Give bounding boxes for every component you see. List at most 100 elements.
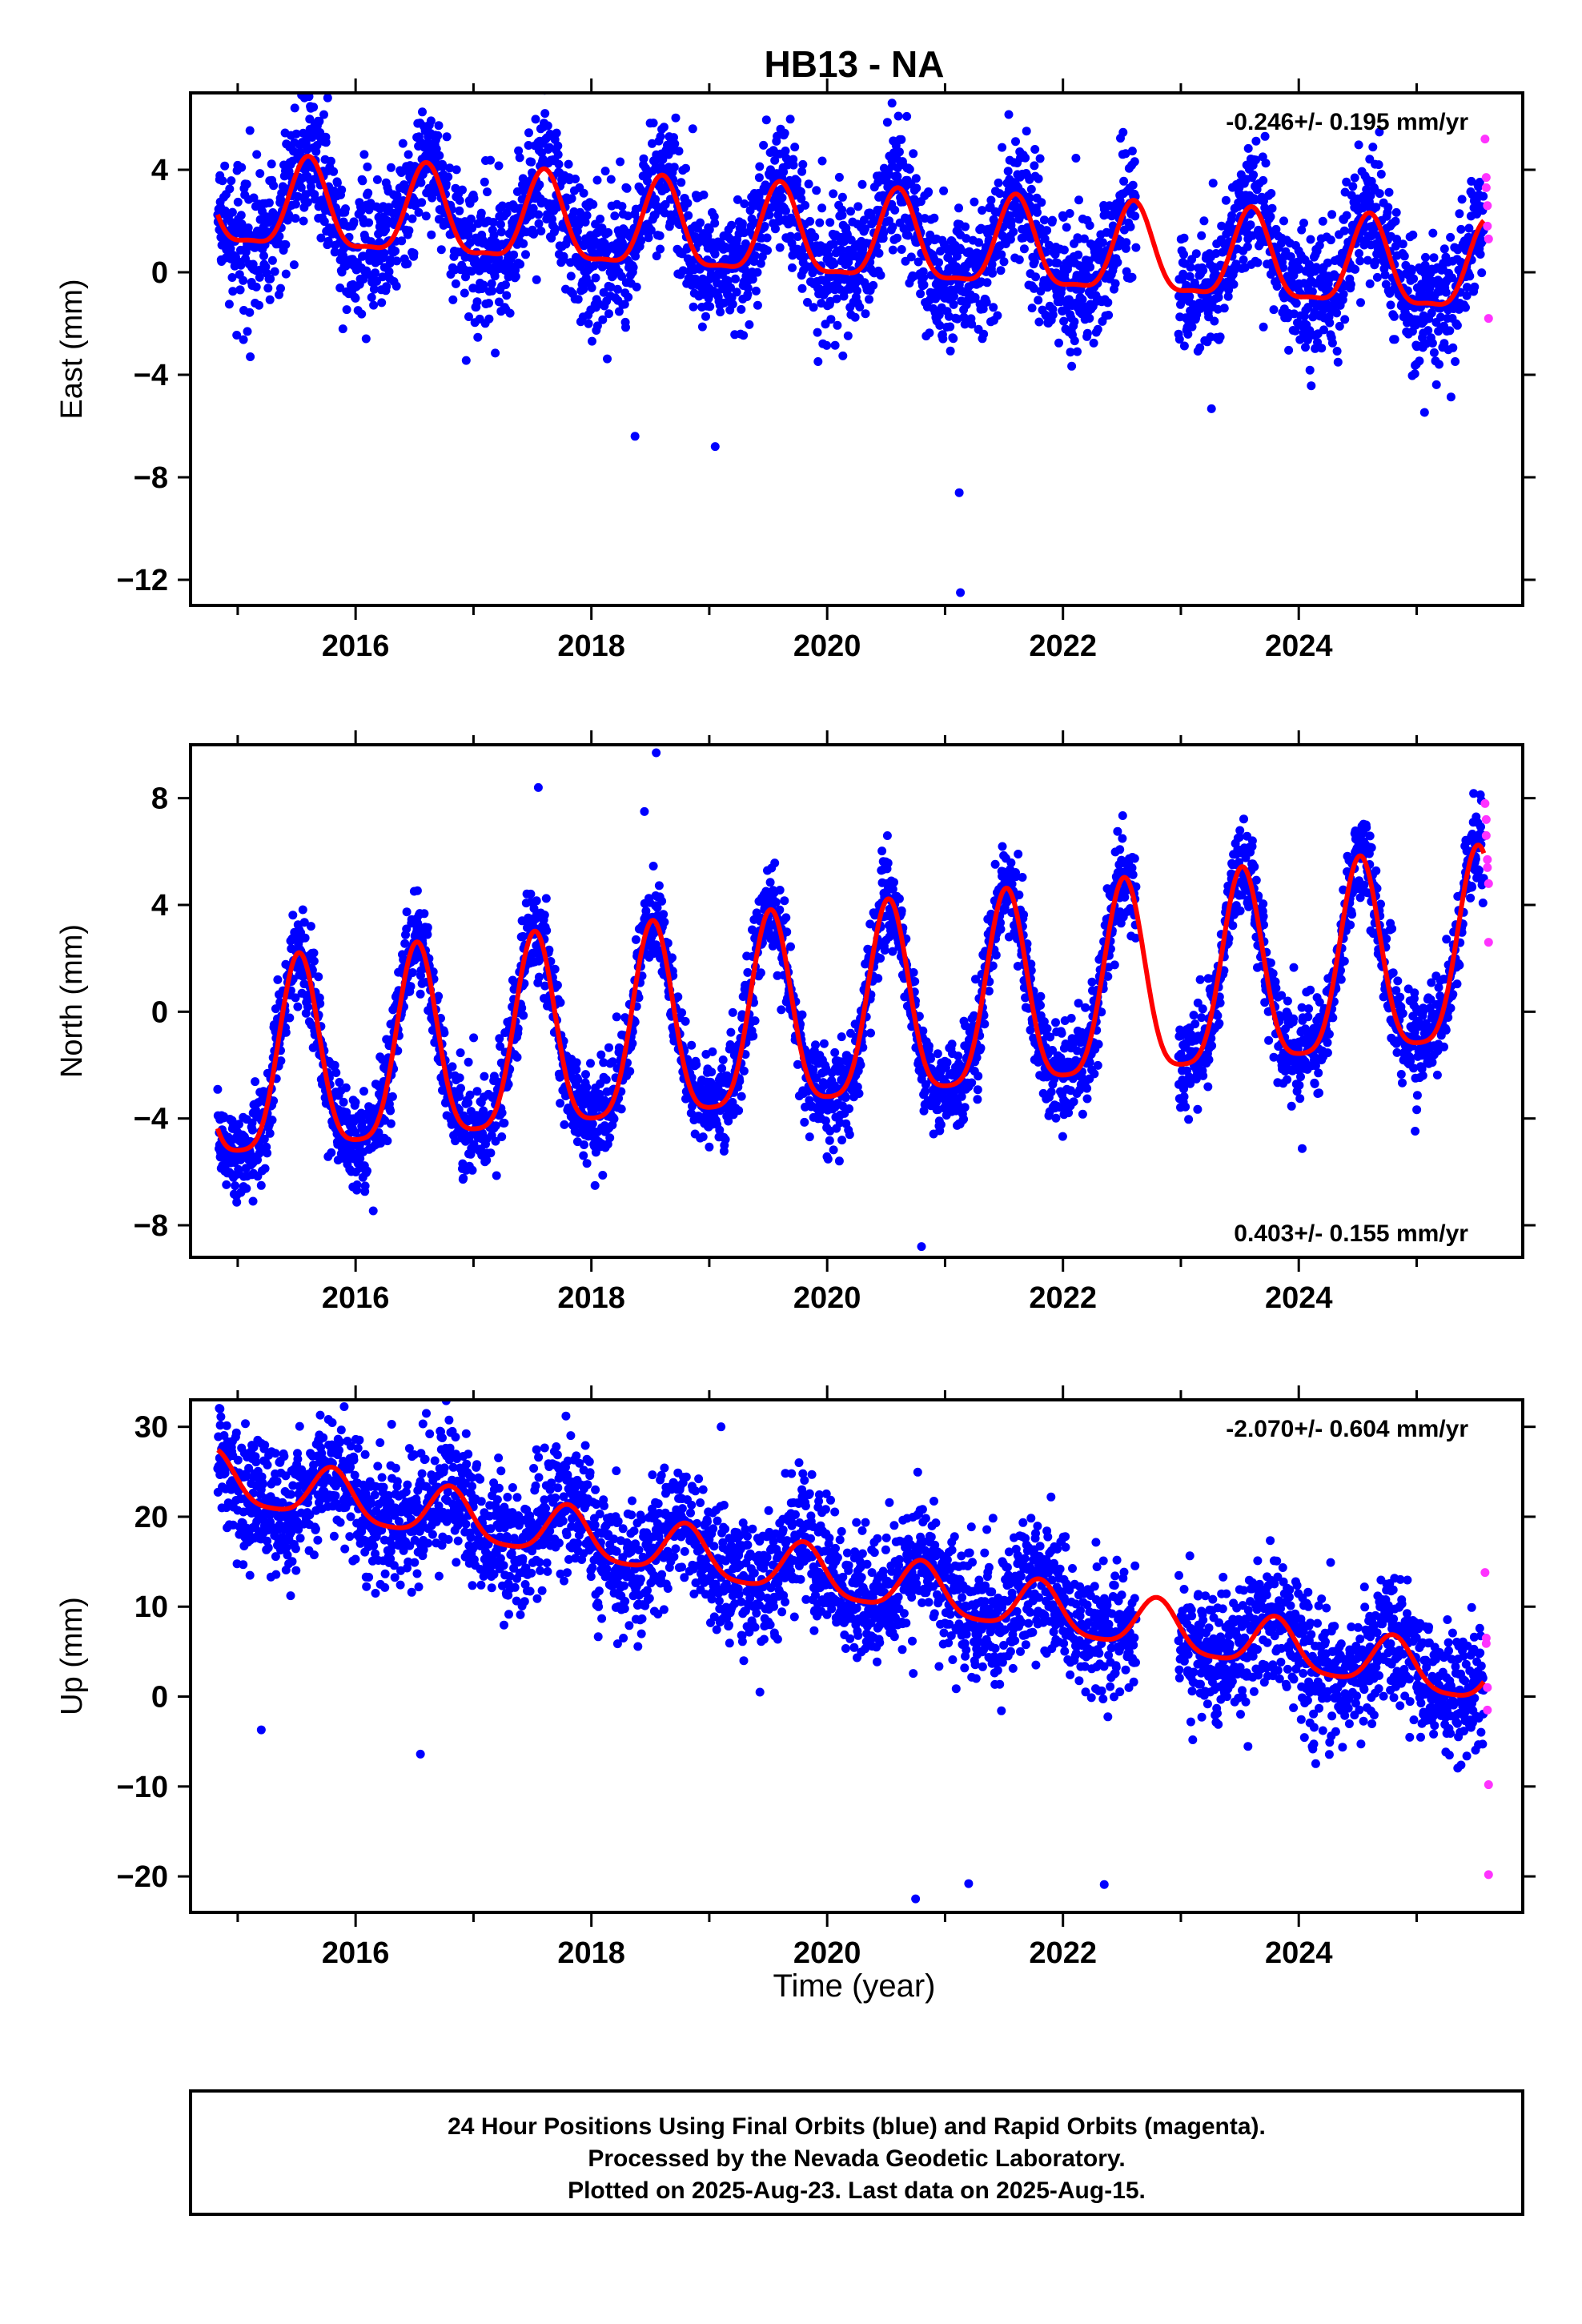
final-point (1030, 161, 1039, 171)
final-point (853, 202, 863, 211)
final-point (1022, 127, 1031, 136)
final-point (621, 323, 630, 332)
final-point (213, 1084, 223, 1094)
final-point (846, 207, 855, 216)
final-point (1348, 182, 1358, 191)
final-point (331, 1068, 341, 1077)
final-point (995, 189, 1005, 199)
final-point (604, 227, 613, 237)
final-point (707, 1068, 717, 1077)
final-point (1239, 255, 1248, 264)
final-point (432, 144, 441, 154)
final-point (837, 211, 847, 220)
final-point (1461, 303, 1470, 312)
final-point (637, 187, 647, 196)
final-point (1127, 272, 1137, 282)
final-point (803, 298, 812, 307)
final-point (281, 240, 291, 249)
final-point (681, 1016, 690, 1026)
final-point (451, 279, 460, 288)
final-point (646, 225, 656, 235)
final-point (1455, 209, 1464, 219)
final-point (1098, 238, 1107, 247)
final-point (556, 1099, 565, 1108)
final-point (303, 198, 312, 207)
final-point (1053, 259, 1062, 267)
final-point (553, 150, 563, 159)
final-point (1178, 269, 1188, 279)
final-point (616, 1104, 626, 1114)
final-point (1259, 175, 1268, 185)
final-point (978, 206, 987, 215)
final-point (677, 1008, 687, 1018)
final-point (564, 159, 573, 169)
final-point (351, 293, 360, 303)
final-point (567, 194, 576, 203)
final-point (1448, 343, 1458, 352)
final-point (1183, 329, 1193, 339)
final-point (252, 150, 262, 159)
final-point (1441, 287, 1451, 297)
final-point (243, 327, 252, 336)
final-point (1327, 210, 1337, 219)
final-point (1421, 252, 1430, 262)
final-point (235, 285, 245, 295)
final-point (402, 907, 412, 917)
final-point (338, 324, 347, 334)
final-point (797, 167, 807, 176)
final-point (239, 335, 248, 344)
final-point (1030, 283, 1038, 293)
final-point (218, 176, 227, 186)
final-point (775, 243, 785, 252)
final-point (1034, 174, 1043, 183)
final-point (1267, 203, 1277, 213)
final-point (893, 233, 901, 243)
final-point (780, 128, 789, 138)
final-point (648, 119, 658, 128)
final-point (582, 211, 592, 220)
final-point (788, 263, 797, 272)
final-point (532, 275, 541, 284)
final-point (512, 1052, 522, 1062)
final-point (861, 224, 870, 234)
final-point (894, 147, 904, 157)
final-point (455, 206, 464, 215)
final-point (489, 231, 499, 240)
final-point (581, 1070, 590, 1080)
final-point (269, 181, 279, 191)
final-point (372, 175, 382, 184)
final-point (763, 246, 772, 255)
final-point (406, 982, 416, 991)
final-point (351, 1097, 360, 1107)
final-point (628, 263, 638, 272)
final-point (1185, 271, 1195, 281)
final-point (408, 968, 417, 977)
final-point (1113, 258, 1122, 267)
final-point (902, 111, 912, 121)
final-point (1128, 180, 1138, 190)
chart-title: HB13 - NA (765, 43, 945, 85)
rapid-point (1481, 173, 1491, 183)
final-point (655, 231, 665, 240)
final-point (236, 211, 246, 220)
final-point (270, 267, 279, 276)
final-point (606, 175, 616, 184)
final-point (625, 1067, 635, 1076)
final-point (1122, 238, 1131, 247)
final-point (1383, 203, 1393, 212)
final-point (790, 143, 800, 152)
final-point (1303, 336, 1312, 344)
y-axis-label: East (mm) (55, 279, 89, 419)
rapid-point (1480, 135, 1490, 144)
final-point (591, 273, 600, 283)
final-point (639, 154, 648, 163)
final-point (1355, 256, 1365, 266)
final-point (588, 1119, 597, 1128)
final-point (781, 147, 790, 155)
final-point (779, 167, 789, 177)
final-point (1427, 308, 1436, 318)
final-point (1009, 227, 1018, 236)
rate-annotation: -0.246+/- 0.195 mm/yr (1226, 109, 1468, 135)
final-point (998, 143, 1007, 152)
final-point (671, 113, 681, 123)
